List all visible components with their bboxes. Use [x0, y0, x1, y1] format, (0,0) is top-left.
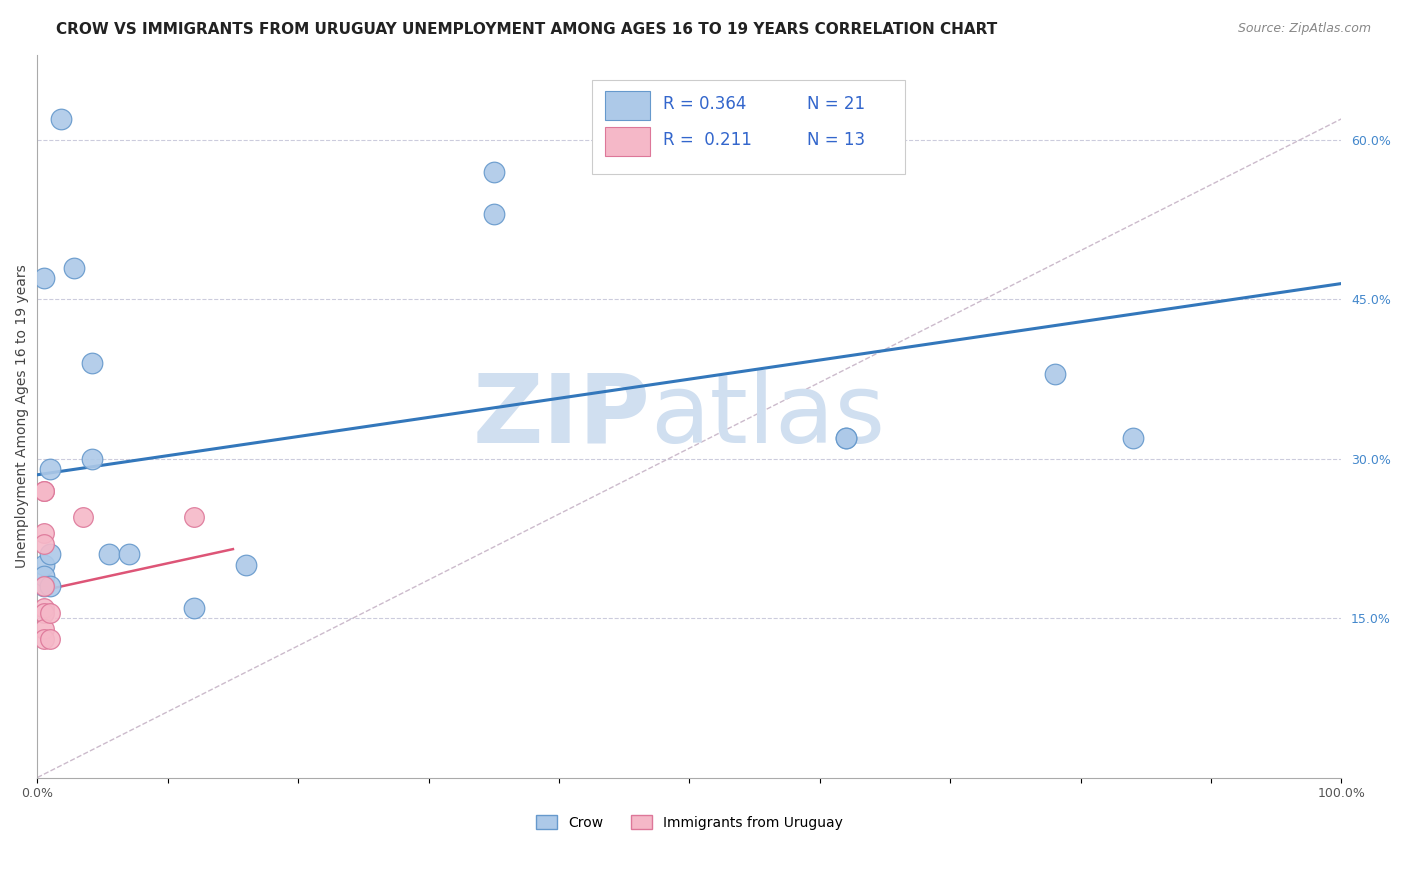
Point — [482, 165, 505, 179]
Point — [235, 558, 257, 572]
Point — [32, 579, 55, 593]
Text: Source: ZipAtlas.com: Source: ZipAtlas.com — [1237, 22, 1371, 36]
FancyBboxPatch shape — [605, 128, 650, 156]
Text: N = 13: N = 13 — [807, 131, 865, 149]
Point — [1043, 367, 1066, 381]
Point — [32, 558, 55, 572]
Point — [835, 431, 858, 445]
FancyBboxPatch shape — [592, 80, 904, 174]
Point — [32, 622, 55, 636]
Point — [32, 606, 55, 620]
Point — [63, 260, 86, 275]
Point — [72, 510, 94, 524]
Point — [98, 548, 121, 562]
Text: N = 21: N = 21 — [807, 95, 865, 113]
Point — [39, 462, 62, 476]
Point — [183, 510, 205, 524]
Text: CROW VS IMMIGRANTS FROM URUGUAY UNEMPLOYMENT AMONG AGES 16 TO 19 YEARS CORRELATI: CROW VS IMMIGRANTS FROM URUGUAY UNEMPLOY… — [56, 22, 997, 37]
Point — [32, 579, 55, 593]
Point — [39, 548, 62, 562]
Text: ZIP: ZIP — [472, 370, 650, 463]
Point — [1122, 431, 1144, 445]
Point — [183, 600, 205, 615]
Point — [49, 112, 72, 126]
Point — [39, 579, 62, 593]
Point — [32, 632, 55, 647]
Point — [32, 271, 55, 285]
FancyBboxPatch shape — [605, 91, 650, 120]
Legend: Crow, Immigrants from Uruguay: Crow, Immigrants from Uruguay — [530, 810, 848, 836]
Text: atlas: atlas — [650, 370, 886, 463]
Point — [32, 526, 55, 541]
Point — [39, 632, 62, 647]
Point — [482, 207, 505, 221]
Point — [32, 483, 55, 498]
Point — [82, 356, 104, 370]
Text: R = 0.364: R = 0.364 — [664, 95, 747, 113]
Y-axis label: Unemployment Among Ages 16 to 19 years: Unemployment Among Ages 16 to 19 years — [15, 264, 30, 568]
Point — [32, 483, 55, 498]
Point — [32, 568, 55, 582]
Point — [835, 431, 858, 445]
Text: R =  0.211: R = 0.211 — [664, 131, 752, 149]
Point — [32, 537, 55, 551]
Point — [117, 548, 139, 562]
Point — [39, 606, 62, 620]
Point — [32, 600, 55, 615]
Point — [82, 451, 104, 466]
